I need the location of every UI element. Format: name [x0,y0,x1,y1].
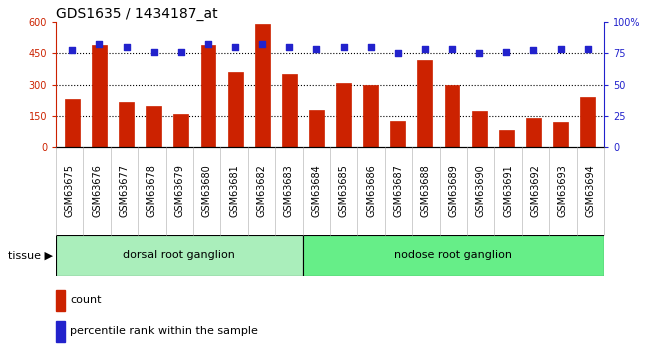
FancyBboxPatch shape [56,235,302,276]
Bar [201,45,215,147]
Bar [580,97,595,147]
Bar [282,74,297,147]
Point [447,46,457,51]
Text: nodose root ganglion: nodose root ganglion [394,250,512,260]
Text: GSM63686: GSM63686 [366,164,376,217]
Point [230,45,240,50]
Bar [228,72,242,147]
Text: dorsal root ganglion: dorsal root ganglion [123,250,236,260]
Bar [147,106,161,147]
Text: GSM63692: GSM63692 [531,164,541,217]
Text: GSM63681: GSM63681 [229,164,239,217]
Bar [363,85,378,147]
Text: GSM63682: GSM63682 [257,164,267,217]
Text: GSM63687: GSM63687 [393,164,403,217]
Point [311,46,321,51]
Text: GSM63675: GSM63675 [65,164,75,217]
Point [366,45,376,50]
Point [555,46,566,51]
Point [474,51,484,56]
Point [501,49,512,55]
Text: GSM63679: GSM63679 [174,164,184,217]
FancyBboxPatch shape [302,235,604,276]
Point [420,46,430,51]
Bar [336,83,351,147]
Bar [119,102,134,147]
Point [148,49,159,55]
Bar [390,121,405,147]
Text: percentile rank within the sample: percentile rank within the sample [70,326,258,336]
Text: GSM63677: GSM63677 [119,164,129,217]
Point [339,45,349,50]
Bar [445,85,459,147]
Text: GDS1635 / 1434187_at: GDS1635 / 1434187_at [56,7,218,21]
Bar [553,122,568,147]
Bar [418,60,432,147]
Bar [65,99,80,147]
Text: GSM63688: GSM63688 [421,164,431,217]
Text: GSM63691: GSM63691 [503,164,513,217]
Text: GSM63693: GSM63693 [558,164,568,217]
Bar [92,45,107,147]
Text: count: count [70,295,102,305]
Point [67,47,78,52]
Text: GSM63684: GSM63684 [312,164,321,217]
Text: GSM63689: GSM63689 [448,164,458,217]
Bar [526,118,541,147]
Text: GSM63694: GSM63694 [585,164,595,217]
Point [257,41,267,46]
Point [528,47,539,52]
Point [121,45,132,50]
Bar [472,111,486,147]
Text: GSM63685: GSM63685 [339,164,348,217]
Bar [309,110,324,147]
Point [203,41,213,46]
Text: GSM63683: GSM63683 [284,164,294,217]
Point [582,46,593,51]
Text: GSM63690: GSM63690 [476,164,486,217]
Bar [499,130,513,147]
Point [393,51,403,56]
Text: tissue ▶: tissue ▶ [8,250,53,260]
Text: GSM63680: GSM63680 [202,164,212,217]
Bar [174,114,188,147]
Bar [255,24,270,147]
Text: GSM63676: GSM63676 [92,164,102,217]
Text: GSM63678: GSM63678 [147,164,157,217]
Point [94,41,105,46]
Point [176,49,186,55]
Point [284,45,294,50]
